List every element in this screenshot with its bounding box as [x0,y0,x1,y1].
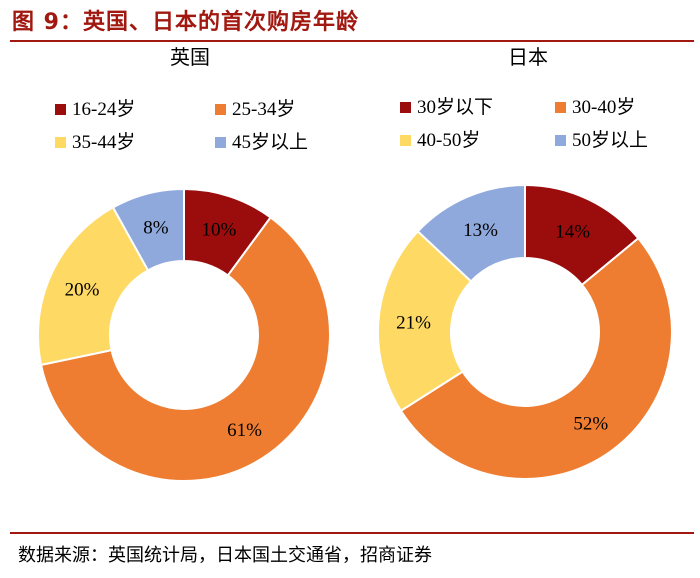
legend-label-jp-3: 50岁以上 [572,129,648,151]
legend-label-uk-3: 45岁以上 [232,131,308,153]
legend-label-jp-1: 30-40岁 [572,96,635,118]
legend-label-uk-0: 16-24岁 [72,98,135,120]
legend-label-uk-1: 25-34岁 [232,98,295,120]
legend-swatch-uk-1 [215,104,226,115]
chart-uk: 英国 16-24岁 25-34岁 35-44岁 45岁以上 10% 61% 20… [37,46,331,482]
legend-label-jp-0: 30岁以下 [417,96,493,118]
donut-uk [37,187,331,482]
legend-swatch-uk-0 [55,104,66,115]
chart-jp: 日本 30岁以下 30-40岁 40-50岁 50岁以上 14% 52% 21%… [377,46,673,480]
legend-jp: 30岁以下 30-40岁 40-50岁 50岁以上 [400,96,648,151]
donut-jp [377,183,673,480]
source-note: 数据来源：英国统计局，日本国土交通省，招商证券 [18,545,432,566]
legend-swatch-jp-3 [555,135,566,146]
data-label-jp-2: 21% [396,313,431,334]
data-label-uk-3: 8% [143,218,169,239]
source-rule [10,532,694,534]
data-labels-uk: 10% 61% 20% 8% [65,218,263,442]
slice-jp-1 [399,236,673,480]
slice-uk-1 [39,216,331,482]
data-label-uk-0: 10% [201,220,236,241]
legend-uk: 16-24岁 25-34岁 35-44岁 45岁以上 [55,98,308,153]
slice-jp-3 [416,183,526,283]
data-label-uk-2: 20% [65,280,100,301]
slice-jp-2 [377,229,473,413]
title-rule [10,40,694,42]
legend-swatch-jp-2 [400,135,411,146]
data-label-jp-3: 13% [463,220,498,241]
legend-swatch-jp-1 [555,102,566,113]
slice-uk-3 [111,187,185,272]
data-label-jp-1: 52% [573,414,608,435]
legend-swatch-jp-0 [400,102,411,113]
legend-swatch-uk-2 [55,137,66,148]
legend-label-jp-2: 40-50岁 [417,129,480,151]
figure-title: 图 9：英国、日本的首次购房年龄 [12,10,359,35]
data-labels-jp: 14% 52% 21% 13% [396,220,608,434]
chart-title-jp: 日本 [508,46,548,69]
data-label-uk-1: 61% [227,420,262,441]
chart-title-uk: 英国 [170,46,210,69]
legend-label-uk-2: 35-44岁 [72,131,135,153]
slice-uk-2 [37,206,150,367]
data-label-jp-0: 14% [555,222,590,243]
legend-swatch-uk-3 [215,137,226,148]
